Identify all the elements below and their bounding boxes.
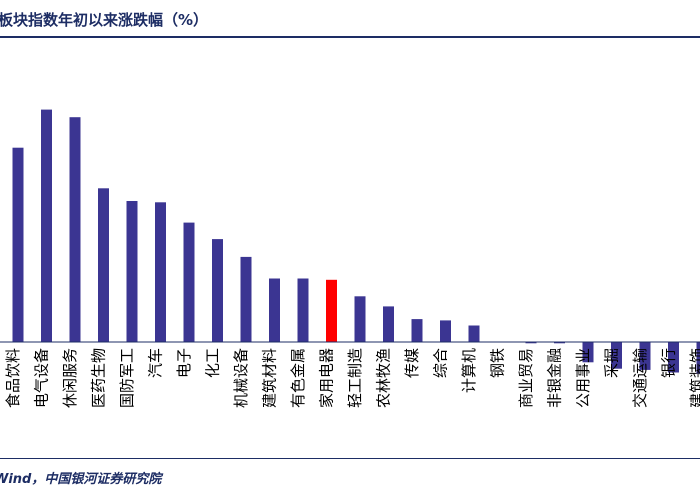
- bar-商业贸易: [525, 342, 537, 344]
- bar-家用电器: [326, 279, 337, 342]
- bar-电气设备: [41, 109, 52, 342]
- bar-采掘: [611, 342, 622, 369]
- source-note: Wind，中国银河证券研究院: [0, 472, 162, 487]
- bar-chart: 食品饮料 电气设备 休闲服务 医药生物 国防军工 汽车 电子 化工 机械设备 建筑材料 有色金属 家用…: [0, 109, 700, 408]
- tick-label-综合: 综合: [432, 348, 450, 378]
- tick-label-国防军工: 国防军工: [118, 348, 136, 408]
- tick-label-食品饮料: 食品饮料: [4, 348, 22, 408]
- bar-银行: [668, 342, 679, 373]
- bar-汽车: [155, 202, 166, 342]
- bar-机械设备: [240, 256, 252, 342]
- footer-rule: [0, 458, 700, 459]
- tick-label-银行: 银行: [660, 348, 678, 378]
- title-rule: [0, 36, 700, 38]
- bar-化工: [212, 239, 223, 342]
- tick-label-有色金属: 有色金属: [289, 348, 307, 408]
- bar-传媒: [411, 319, 423, 342]
- bar-国防军工: [126, 201, 138, 342]
- tick-label-交通运输: 交通运输: [631, 348, 649, 408]
- bar-电子: [183, 222, 195, 342]
- tick-label-商业贸易: 商业贸易: [517, 348, 535, 408]
- bar-有色金属: [297, 278, 309, 342]
- tick-label-农林牧渔: 农林牧渔: [375, 348, 393, 408]
- tick-label-轻工制造: 轻工制造: [346, 348, 364, 408]
- chart-title: 板块指数年初以来涨跌幅（%）: [0, 11, 209, 29]
- bar-公用事业: [582, 342, 594, 363]
- bar-建筑装饰: [696, 342, 700, 374]
- tick-label-家用电器: 家用电器: [318, 348, 336, 408]
- bar-交通运输: [639, 342, 651, 370]
- tick-label-采掘: 采掘: [603, 348, 621, 378]
- tick-label-非银金融: 非银金融: [546, 348, 564, 408]
- tick-label-计算机: 计算机: [460, 348, 478, 393]
- tick-label-建筑装饰: 建筑装饰: [688, 348, 700, 408]
- bar-建筑材料: [269, 278, 280, 342]
- tick-label-公用事业: 公用事业: [574, 348, 592, 408]
- bar-轻工制造: [354, 296, 366, 342]
- bar-非银金融: [554, 342, 565, 344]
- tick-label-医药生物: 医药生物: [90, 348, 108, 408]
- tick-label-电子: 电子: [175, 348, 193, 378]
- tick-label-休闲服务: 休闲服务: [61, 348, 79, 408]
- tick-label-电气设备: 电气设备: [33, 348, 51, 408]
- bar-农林牧渔: [383, 306, 394, 342]
- tick-label-传媒: 传媒: [403, 348, 421, 378]
- tick-label-建筑材料: 建筑材料: [261, 348, 279, 408]
- bar-计算机: [468, 325, 480, 342]
- tick-label-机械设备: 机械设备: [232, 348, 250, 408]
- bar-食品饮料: [12, 147, 24, 342]
- bar-医药生物: [98, 188, 109, 342]
- tick-label-钢铁: 钢铁: [489, 348, 507, 378]
- bar-综合: [440, 320, 451, 342]
- bar-休闲服务: [69, 117, 81, 342]
- tick-label-汽车: 汽车: [147, 348, 165, 378]
- tick-label-化工: 化工: [204, 348, 222, 378]
